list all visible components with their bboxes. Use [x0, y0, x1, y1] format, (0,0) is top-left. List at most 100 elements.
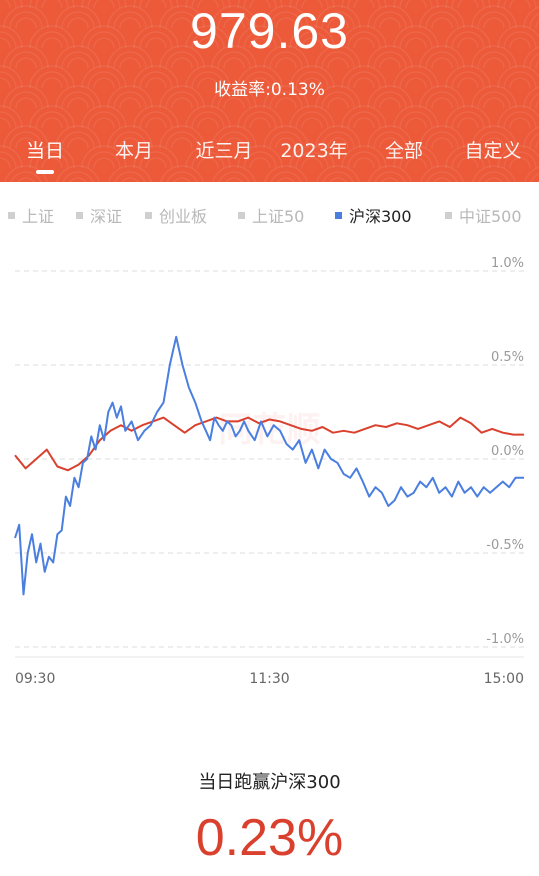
- fund-line: [14, 416, 524, 472]
- wave-arc: [301, 77, 323, 89]
- wave-arc: [0, 157, 11, 169]
- tab-all[interactable]: 全部: [384, 140, 424, 162]
- legend-item-shanghai[interactable]: 上证: [8, 203, 54, 227]
- legend-label: 上证50: [252, 207, 305, 226]
- wave-arc: [145, 117, 167, 129]
- wave-arc: [0, 117, 11, 129]
- wave-arc: [41, 117, 63, 129]
- wave-arc: [405, 157, 427, 169]
- wave-arc: [399, 151, 433, 169]
- wave-arc: [445, 65, 491, 89]
- x-tick-label: 11:30: [249, 671, 289, 687]
- legend-marker: [445, 211, 452, 219]
- wave-arc: [191, 111, 225, 129]
- tab-today[interactable]: 当日: [25, 140, 65, 162]
- legend-item-csi500[interactable]: 中证500: [445, 203, 522, 227]
- wave-arc: [529, 133, 539, 149]
- tab-this-month[interactable]: 本月: [114, 140, 154, 162]
- wave-arc: [393, 145, 439, 169]
- wave-arc: [451, 31, 485, 49]
- wave-arc: [237, 65, 283, 89]
- wave-arc: [263, 5, 309, 29]
- wave-arc: [275, 97, 297, 109]
- wave-arc: [211, 5, 257, 29]
- wave-arc: [535, 140, 539, 149]
- wave-arc: [67, 137, 89, 149]
- wave-arc: [55, 5, 101, 29]
- active-tab-indicator: [36, 170, 54, 174]
- wave-arc: [419, 5, 465, 29]
- wave-arc: [243, 151, 277, 169]
- wave-arc: [457, 37, 479, 49]
- wave-arc: [223, 57, 245, 69]
- wave-arc: [373, 11, 407, 29]
- wave-arc: [471, 5, 517, 29]
- wave-arc: [485, 177, 503, 182]
- wave-arc: [165, 131, 199, 149]
- wave-arc: [347, 151, 381, 169]
- wave-arc: [243, 31, 277, 49]
- tab-custom[interactable]: 自定义: [464, 140, 522, 162]
- wave-arc: [263, 45, 309, 69]
- legend-item-sse50[interactable]: 上证50: [238, 203, 304, 227]
- wave-arc: [419, 45, 465, 69]
- wave-arc: [425, 91, 459, 109]
- wave-arc: [61, 91, 95, 109]
- wave-arc: [160, 165, 204, 182]
- wave-arc: [341, 25, 387, 49]
- wave-arc: [321, 91, 355, 109]
- wave-arc: [451, 151, 485, 169]
- wave-arc: [420, 165, 464, 182]
- wave-arc: [353, 157, 375, 169]
- wave-arc: [315, 85, 361, 109]
- tab-year-2023[interactable]: 2023年: [280, 140, 348, 162]
- wave-arc: [374, 171, 406, 182]
- wave-arc: [457, 77, 479, 89]
- wave-arc: [87, 31, 121, 49]
- wave-arc: [393, 65, 439, 89]
- wave-arc: [185, 105, 231, 129]
- wave-arc: [497, 145, 539, 169]
- legend-item-chinext[interactable]: 创业板: [145, 203, 207, 227]
- wave-arc: [55, 125, 101, 149]
- wave-arc: [405, 0, 427, 9]
- legend-item-csi300[interactable]: 沪深300: [335, 203, 412, 227]
- wave-arc: [393, 105, 439, 129]
- legend-label: 创业板: [159, 207, 208, 226]
- wave-arc: [249, 77, 271, 89]
- wave-arc: [431, 97, 453, 109]
- wave-arc: [269, 91, 303, 109]
- wave-arc: [497, 105, 539, 129]
- tab-three-months[interactable]: 近三月: [195, 140, 253, 162]
- wave-arc: [217, 131, 251, 149]
- wave-arc: [471, 85, 517, 109]
- period-tabs: 当日 本月 近三月 2023年 全部 自定义: [0, 136, 539, 166]
- wave-arc: [9, 131, 43, 149]
- wave-arc: [237, 25, 283, 49]
- wave-arc: [41, 0, 63, 9]
- wave-arc: [3, 5, 49, 29]
- wave-arc: [483, 137, 505, 149]
- legend-label: 中证500: [459, 207, 522, 226]
- wave-arc: [61, 131, 95, 149]
- wave-arc: [217, 51, 251, 69]
- wave-arc: [341, 105, 387, 129]
- wave-arc: [509, 37, 531, 49]
- x-tick-label: 09:30: [15, 671, 55, 687]
- wave-arc: [0, 111, 17, 129]
- wave-arc: [212, 165, 256, 182]
- wave-arc: [472, 165, 516, 182]
- wave-arc: [185, 65, 231, 89]
- wave-arc: [119, 17, 141, 29]
- wave-arc: [35, 71, 69, 89]
- wave-arc: [347, 0, 381, 9]
- wave-arc: [107, 125, 153, 149]
- wave-arc: [503, 0, 537, 9]
- wave-arc: [29, 145, 75, 169]
- wave-arc: [107, 85, 153, 109]
- wave-arc: [9, 11, 43, 29]
- wave-arc: [145, 157, 167, 169]
- legend-item-shenzhen[interactable]: 深证: [76, 203, 122, 227]
- wave-arc: [503, 151, 537, 169]
